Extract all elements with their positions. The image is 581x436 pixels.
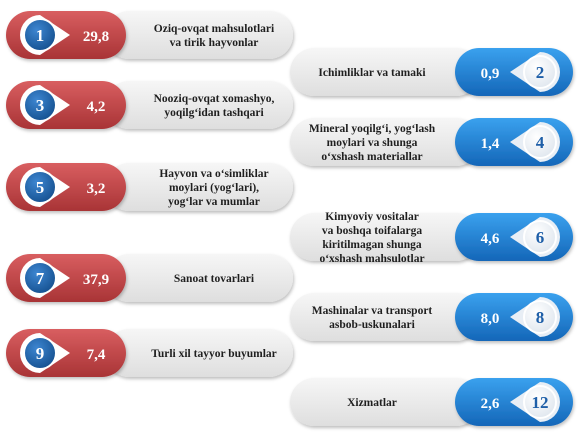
item-value: 4,2 <box>87 99 106 115</box>
category-item-1: 1 29,8 Oziq-ovqat mahsulotlari va tirik hay… <box>6 11 293 59</box>
item-label-line: yoqilg‘idan tashqari <box>164 107 264 119</box>
item-label-line: Mineral yoqilg‘i, yog‘lash <box>309 123 436 135</box>
item-value: 8,0 <box>481 311 500 327</box>
category-item-12: 12 2,6 Xizmatlar <box>290 378 573 426</box>
item-number: 8 <box>536 308 545 327</box>
item-value: 4,6 <box>481 231 500 247</box>
item-label-line: va boshqa toifalarga <box>322 225 423 237</box>
item-value: 29,8 <box>83 29 109 45</box>
category-item-6: 6 4,6 Kimyoviy vositalar va boshqa toifalar… <box>290 211 573 265</box>
item-number: 12 <box>532 393 549 412</box>
item-label-line: Hayvon va o‘simliklar <box>159 168 268 180</box>
item-label-line: kiritilmagan shunga <box>322 239 422 251</box>
category-item-2: 2 0,9 Ichimliklar va tamaki <box>290 48 573 96</box>
item-value: 1,4 <box>481 136 500 152</box>
item-number: 6 <box>536 228 545 247</box>
item-number: 4 <box>536 133 545 152</box>
category-item-4: 4 1,4 Mineral yoqilg‘i, yog‘lash moylari va… <box>290 118 573 166</box>
item-label-line: moylari (yog‘lari), <box>169 182 259 194</box>
item-value: 0,9 <box>481 66 500 82</box>
category-item-5: 5 3,2 Hayvon va o‘simliklar moylari (yog‘la… <box>6 163 293 211</box>
item-label-line: asbob-uskunalari <box>329 319 415 331</box>
item-label-line: Ichimliklar va tamaki <box>318 67 426 79</box>
item-label-line: Xizmatlar <box>347 397 397 409</box>
item-label-line: Nooziq-ovqat xomashyo, <box>154 93 275 105</box>
category-item-7: 7 37,9 Sanoat tovarlari <box>6 254 293 302</box>
item-number: 2 <box>536 63 545 82</box>
item-number: 9 <box>36 344 45 363</box>
item-value: 2,6 <box>481 396 500 412</box>
item-label-line: Sanoat tovarlari <box>174 273 255 285</box>
item-label-line: Turli xil tayyor buyumlar <box>151 348 277 360</box>
item-label-line: o‘xshash mahsulotlar <box>319 253 424 265</box>
item-label-line: Mashinalar va transport <box>312 305 433 317</box>
item-number: 5 <box>36 178 45 197</box>
item-number: 7 <box>36 269 45 288</box>
category-item-9: 9 7,4 Turli xil tayyor buyumlar <box>6 329 293 377</box>
item-label-line: o‘xshash materiallar <box>321 151 422 163</box>
item-value: 3,2 <box>87 181 106 197</box>
item-label-line: moylari va shunga <box>327 137 418 149</box>
item-label-line: yog‘lar va mumlar <box>168 196 260 208</box>
category-item-3: 3 4,2 Nooziq-ovqat xomashyo, yoqilg‘idan ta… <box>6 81 293 129</box>
category-item-8: 8 8,0 Mashinalar va transport asbob-uskunal… <box>290 293 573 341</box>
item-value: 37,9 <box>83 272 109 288</box>
item-label-line: Oziq-ovqat mahsulotlari <box>154 23 275 35</box>
item-number: 3 <box>36 96 45 115</box>
item-label-line: Kimyoviy vositalar <box>325 211 419 223</box>
item-label-line: va tirik hayvonlar <box>170 37 259 49</box>
item-number: 1 <box>36 26 45 45</box>
item-value: 7,4 <box>87 347 106 363</box>
